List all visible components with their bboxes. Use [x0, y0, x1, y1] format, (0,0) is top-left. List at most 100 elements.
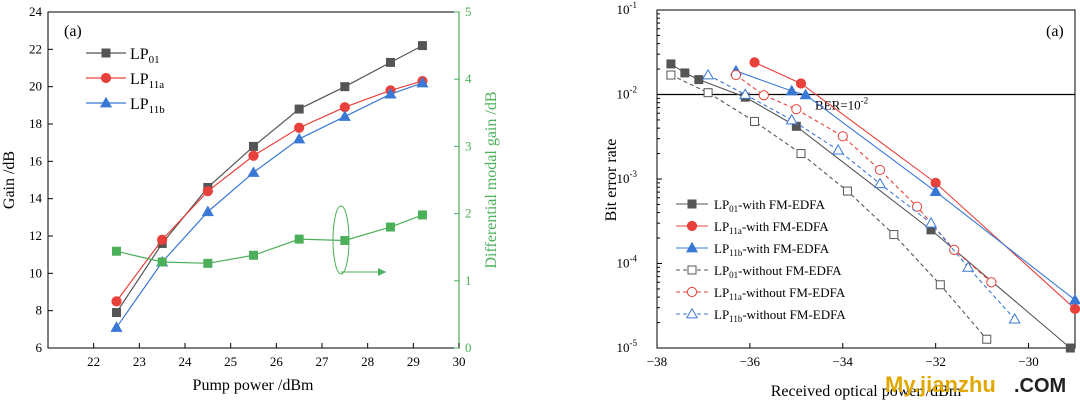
- gain-point-2: [338, 110, 351, 121]
- dmg-ellipse-annotation: [332, 205, 350, 275]
- gain-y-tick-label: 18: [29, 116, 42, 131]
- ber-point-1: [749, 57, 760, 68]
- gain-point-3: [294, 234, 304, 244]
- ber-point-4: [837, 131, 848, 142]
- ber-series-line-5: [707, 74, 1016, 320]
- gain-legend-label: LP11b: [130, 96, 165, 116]
- ber-point-1: [1069, 303, 1080, 315]
- gain-point-1: [248, 150, 259, 161]
- ber-point-4: [791, 104, 802, 115]
- gain-point-2: [201, 205, 214, 217]
- ber-legend-label: LP11a-with FM-EDFA: [714, 219, 829, 236]
- ber-point-1: [795, 78, 807, 89]
- gain-x-tick-label: 26: [270, 354, 284, 369]
- gain-legend-marker: [101, 48, 111, 58]
- gain-x-tick-label: 29: [407, 354, 420, 369]
- gain-point-0: [249, 141, 258, 151]
- ber-y-axis-label: Bit error rate: [603, 139, 620, 222]
- gain-point-0: [386, 57, 395, 67]
- dmg-y-axis-label: Differential modal gain /dB: [483, 92, 500, 269]
- ber-x-tick-label: −36: [740, 354, 761, 369]
- ber-point-5: [962, 261, 975, 272]
- gain-x-tick-label: 24: [179, 354, 193, 369]
- gain-x-axis-label: Pump power /dBm: [193, 377, 314, 394]
- gain-point-3: [112, 246, 121, 256]
- gain-y-tick-label: 12: [29, 228, 42, 243]
- gain-point-2: [110, 321, 123, 332]
- dmg-y-tick-label: 5: [465, 4, 472, 19]
- gain-panel-label: (a): [64, 23, 82, 40]
- ber-panel-label: (a): [1046, 23, 1064, 40]
- ber-point-3: [703, 88, 713, 98]
- ber-point-4: [986, 277, 997, 288]
- ber-series-line-3: [670, 74, 988, 340]
- ber-legend-marker: [685, 307, 699, 319]
- ber-point-5: [1008, 312, 1021, 324]
- gain-point-0: [340, 82, 350, 92]
- gain-point-3: [386, 222, 395, 232]
- gain-y-tick-label: 16: [29, 153, 43, 168]
- gain-plot-frame: [47, 11, 460, 349]
- ber-point-5: [924, 216, 938, 228]
- ber-point-4: [949, 244, 960, 255]
- gain-series-line-1: [116, 80, 423, 302]
- gain-point-3: [157, 257, 167, 267]
- ber-y-tick-label: 10-5: [617, 338, 638, 355]
- gain-point-1: [157, 234, 168, 245]
- gain-x-tick-label: 23: [133, 354, 146, 369]
- gain-legend-marker: [99, 96, 113, 108]
- ber-point-0: [666, 59, 676, 69]
- gain-legend: LP01 LP11a LP11b: [86, 46, 165, 116]
- ber-legend: LP01-with FM-EDFA LP11a-with FM-EDFA LP11b…: [676, 197, 846, 324]
- dmg-y-tick-label: 4: [465, 71, 472, 86]
- ber-point-4: [911, 201, 923, 212]
- dmg-y-tick-label: 0: [465, 340, 472, 355]
- ber-point-0: [680, 68, 690, 78]
- gain-series-line-0: [115, 45, 423, 313]
- ber-point-2: [929, 185, 942, 196]
- watermark-text: My.jianzhu: [885, 372, 996, 397]
- gain-y-tick-label: 20: [29, 79, 42, 94]
- watermark: My.jianzhu .COM: [885, 372, 1066, 397]
- ber-point-3: [935, 280, 945, 290]
- ber-point-5: [832, 143, 845, 155]
- ber-x-tick-label: −34: [833, 354, 854, 369]
- ber-point-5: [873, 177, 886, 189]
- ber-point-3: [750, 116, 760, 126]
- gain-y-tick-label: 10: [29, 265, 42, 280]
- gain-point-0: [417, 41, 427, 51]
- ber-point-2: [785, 84, 798, 96]
- gain-series-line-3: [116, 214, 423, 264]
- gain-x-tick-label: 27: [316, 354, 330, 369]
- gain-point-2: [293, 132, 306, 144]
- ber-point-3: [796, 149, 806, 159]
- dmg-y-tick-label: 2: [465, 206, 472, 221]
- dmg-y-tick-label: 1: [465, 273, 472, 288]
- gain-legend-label: LP01: [130, 46, 160, 66]
- gain-point-2: [416, 76, 429, 88]
- gain-y-tick-label: 8: [36, 303, 43, 318]
- gain-point-2: [247, 166, 260, 177]
- ber-point-2: [799, 88, 812, 100]
- ber-x-tick-label: −30: [1018, 354, 1038, 369]
- ber-legend-label: LP11b-without FM-EDFA: [714, 307, 846, 324]
- gain-point-3: [340, 235, 350, 245]
- gain-legend-label: LP11a: [130, 71, 164, 91]
- ber-point-3: [666, 70, 676, 80]
- ber-point-3: [842, 186, 852, 196]
- ber-legend-label: LP11b-with FM-EDFA: [714, 241, 830, 258]
- gain-point-1: [202, 186, 213, 197]
- gain-point-3: [249, 250, 258, 260]
- ber-point-3: [889, 230, 899, 240]
- watermark-suffix: .COM: [1014, 375, 1066, 397]
- ber-y-tick-label: 10-2: [617, 85, 638, 102]
- ber-legend-marker: [687, 265, 697, 275]
- ber-legend-label: LP01-without FM-EDFA: [714, 263, 842, 280]
- ber-point-5: [702, 68, 715, 80]
- gain-point-0: [294, 104, 304, 114]
- gain-x-tick-label: 25: [224, 354, 237, 369]
- gain-point-3: [417, 210, 427, 220]
- gain-point-0: [112, 308, 121, 318]
- ber-legend-marker: [685, 241, 699, 253]
